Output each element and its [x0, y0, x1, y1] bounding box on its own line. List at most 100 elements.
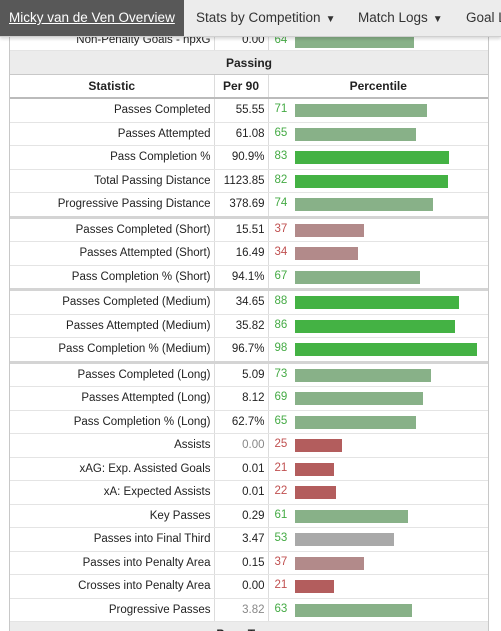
table-row: Pass Completion % (Medium) 96.7% 98 [10, 337, 488, 363]
per90-value: 0.01 [214, 457, 269, 481]
percentile-bar [294, 509, 408, 523]
stat-name: Key Passes [10, 504, 215, 528]
percentile-bar [294, 486, 336, 499]
percentile-value: 34 [274, 246, 288, 258]
stat-name: Passes Completed (Long) [10, 360, 215, 387]
table-row: Progressive Passing Distance 378.69 74 [10, 192, 488, 218]
percentile-cell: 37 [268, 551, 488, 575]
per90-value: 96.7% [214, 337, 269, 363]
per90-value: 0.15 [214, 551, 269, 575]
table-row: Passes into Penalty Area 0.15 37 [10, 551, 488, 575]
percentile-bar [294, 198, 433, 211]
stat-name: Progressive Passing Distance [10, 192, 215, 218]
table-row: xAG: Exp. Assisted Goals 0.01 21 [10, 457, 488, 481]
nav-match-logs[interactable]: Match Logs ▼ [358, 0, 443, 36]
stat-name: Passes into Penalty Area [10, 551, 215, 575]
table-row: Passes Completed (Long) 5.09 73 [10, 360, 488, 387]
percentile-cell: 74 [268, 192, 488, 218]
table-row: Assists 0.00 25 [10, 433, 488, 458]
section-title: Pass Types [10, 621, 488, 631]
percentile-bar [294, 296, 459, 309]
percentile-bar [294, 151, 449, 164]
percentile-cell: 86 [268, 314, 488, 338]
percentile-cell: 73 [268, 360, 488, 387]
per90-value: 94.1% [214, 265, 269, 290]
column-header-statistic[interactable]: Statistic [10, 74, 215, 99]
stat-name: Total Passing Distance [10, 169, 215, 193]
percentile-bar [294, 343, 477, 356]
table-row: Pass Completion % (Short) 94.1% 67 [10, 265, 488, 290]
percentile-bar [294, 533, 394, 546]
top-nav: Micky van de Ven Overview Stats by Compe… [0, 0, 501, 37]
percentile-cell: 61 [268, 504, 488, 528]
table-row: Passes Attempted (Short) 16.49 34 [10, 241, 488, 266]
percentile-value: 37 [274, 555, 288, 568]
percentile-bar [294, 368, 431, 382]
percentile-value: 53 [274, 532, 288, 544]
per90-value: 0.00 [214, 433, 269, 458]
table-row: Passes Attempted (Medium) 35.82 86 [10, 314, 488, 338]
percentile-cell: 71 [268, 98, 488, 123]
per90-value: 61.08 [214, 122, 269, 146]
column-header-percentile[interactable]: Percentile [268, 74, 488, 99]
percentile-cell: 98 [268, 337, 488, 363]
percentile-bar [294, 392, 423, 405]
per90-value: 0.01 [214, 480, 269, 505]
stat-name: Passes Attempted (Short) [10, 241, 215, 266]
percentile-cell: 88 [268, 288, 488, 315]
percentile-value: 74 [274, 197, 288, 209]
section-title: Passing [10, 50, 488, 75]
table-row: Progressive Passes 3.82 63 [10, 598, 488, 622]
percentile-value: 88 [274, 295, 288, 307]
stat-name: Passes Attempted [10, 122, 215, 146]
nav-match-logs-label: Match Logs [358, 10, 428, 25]
percentile-bar [294, 462, 334, 476]
table-row: xA: Expected Assists 0.01 22 [10, 480, 488, 505]
stat-name: Crosses into Penalty Area [10, 574, 215, 599]
percentile-cell: 65 [268, 410, 488, 434]
percentile-value: 21 [274, 461, 288, 474]
stat-name: xA: Expected Assists [10, 480, 215, 505]
per90-value: 90.9% [214, 145, 269, 170]
per90-value: 378.69 [214, 192, 269, 218]
percentile-bar [294, 174, 448, 188]
nav-overview-link[interactable]: Micky van de Ven Overview [0, 0, 184, 36]
per90-value: 3.47 [214, 527, 269, 552]
percentile-cell: 22 [268, 480, 488, 505]
percentile-cell: 65 [268, 122, 488, 146]
percentile-value: 65 [274, 126, 288, 139]
percentile-value: 65 [274, 414, 288, 427]
table-row: Total Passing Distance 1123.85 82 [10, 169, 488, 193]
per90-value: 8.12 [214, 386, 269, 411]
percentile-bar [294, 603, 412, 617]
stat-name: Assists [10, 433, 215, 458]
table-row: Crosses into Penalty Area 0.00 21 [10, 574, 488, 599]
column-header-per90[interactable]: Per 90 [214, 74, 269, 99]
table-row: Pass Completion % 90.9% 83 [10, 145, 488, 170]
percentile-value: 64 [274, 34, 288, 46]
percentile-bar [294, 439, 342, 452]
percentile-cell: 67 [268, 265, 488, 290]
table-row: Passes Completed (Medium) 34.65 88 [10, 288, 488, 315]
per90-value: 35.82 [214, 314, 269, 338]
stat-name: Pass Completion % [10, 145, 215, 170]
percentile-cell: 69 [268, 386, 488, 411]
stat-name: Passes Attempted (Medium) [10, 314, 215, 338]
table-row: Pass Completion % (Long) 62.7% 65 [10, 410, 488, 434]
stat-name: Passes Completed [10, 98, 215, 123]
nav-goal-logs[interactable]: Goal L [466, 10, 501, 25]
scouting-report-table-container: Non-Penalty Goals - npxG 0.00 64 Passing… [9, 30, 489, 631]
percentile-bar [294, 35, 414, 48]
section-header-pass-types: Pass Types [10, 621, 488, 631]
stat-name: Pass Completion % (Long) [10, 410, 215, 434]
nav-stats-by-competition[interactable]: Stats by Competition ▼ [196, 0, 335, 36]
chevron-down-icon: ▼ [325, 14, 336, 25]
stat-name: Progressive Passes [10, 598, 215, 622]
percentile-value: 98 [274, 342, 288, 354]
table-row: Key Passes 0.29 61 [10, 504, 488, 528]
per90-value: 3.82 [214, 598, 269, 622]
percentile-value: 73 [274, 367, 288, 380]
percentile-value: 83 [274, 150, 288, 162]
per90-value: 5.09 [214, 360, 269, 387]
table-row: Passes Completed (Short) 15.51 37 [10, 215, 488, 242]
